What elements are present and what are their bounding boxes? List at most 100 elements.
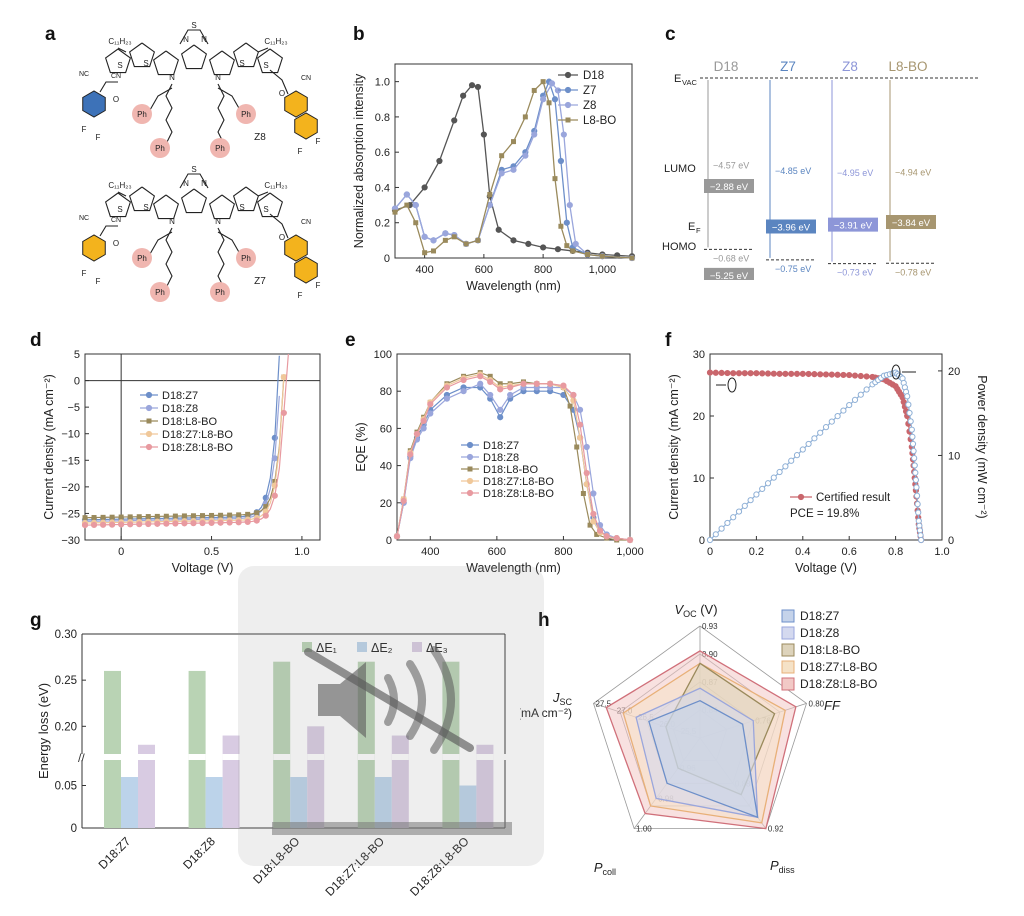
data-point <box>741 370 748 377</box>
n-atom: N <box>215 217 221 226</box>
legend-swatch <box>781 626 795 640</box>
bar-break <box>442 754 460 760</box>
lumo-value: −2.88 eV <box>710 182 749 193</box>
data-point <box>474 83 482 91</box>
f-atom: F <box>96 277 101 286</box>
s-atom: S <box>143 59 148 68</box>
legend-marker <box>145 391 153 399</box>
f-atom: F <box>298 147 303 156</box>
data-point <box>828 418 835 425</box>
ph-ball <box>236 104 256 124</box>
data-point <box>846 371 853 379</box>
data-point <box>724 519 731 527</box>
bar-D18:Z8-ΔE₂ <box>205 777 223 828</box>
panel-label-c: c <box>665 24 676 45</box>
y-tick-label: −10 <box>61 429 80 441</box>
data-point <box>913 484 920 491</box>
lumo-bar <box>704 179 754 193</box>
data-point <box>531 87 537 93</box>
legend-label: D18:L8-BO <box>162 416 217 428</box>
panel-label-b: b <box>353 24 365 45</box>
y2-tick-label: 0 <box>948 535 954 547</box>
data-point <box>127 514 133 520</box>
y-axis-label: Normalized absorption intensity <box>352 73 366 248</box>
data-point <box>905 401 912 408</box>
data-point <box>522 114 528 120</box>
homo-value: −5.25 eV <box>710 271 749 280</box>
data-point <box>788 370 795 377</box>
data-point <box>154 513 160 519</box>
data-point <box>759 485 766 492</box>
data-point <box>99 521 107 528</box>
data-point <box>487 378 494 386</box>
series-D18:Z8:L8-BO <box>81 353 289 529</box>
data-point <box>811 371 818 378</box>
radar-tick-label: 0.92 <box>768 825 784 834</box>
bar-break <box>391 754 409 760</box>
x-tick-label: 400 <box>421 546 439 558</box>
axis-indicator-right <box>891 364 901 380</box>
lumo-value: −3.84 eV <box>892 218 931 229</box>
data-point <box>463 241 469 247</box>
legend-label: Z7 <box>583 85 596 97</box>
y-axis-label: Current density (mA cm⁻²) <box>667 374 681 520</box>
bond <box>117 47 127 53</box>
y-tick-label: −20 <box>61 482 80 494</box>
bond <box>165 227 173 289</box>
data-point <box>753 370 760 377</box>
bond <box>217 87 241 111</box>
ph-label: Ph <box>137 110 147 119</box>
data-point <box>413 220 419 226</box>
data-point <box>712 531 719 538</box>
x-tick-label: D18:Z7 <box>96 834 134 872</box>
data-point <box>400 497 407 505</box>
bond <box>152 194 180 220</box>
cyano-label: CN <box>301 75 311 82</box>
data-point <box>846 401 853 409</box>
legend-swatch <box>781 609 795 623</box>
data-point <box>136 521 143 528</box>
x-tick-label: 0.8 <box>888 546 903 558</box>
bar-D18:Z7-ΔE₂ <box>121 777 138 828</box>
x-tick-label: 0.6 <box>842 546 857 558</box>
data-point <box>477 373 484 380</box>
ph-ball <box>150 138 170 158</box>
data-point <box>730 514 737 521</box>
ef-label: E <box>688 221 695 233</box>
y-tick-label: 30 <box>693 349 705 361</box>
ph-label: Ph <box>155 288 165 297</box>
n-atom: N <box>183 179 189 188</box>
legend-label: D18:Z8:L8-BO <box>483 488 554 500</box>
data-point <box>558 223 564 229</box>
data-point <box>451 234 457 240</box>
s-atom: S <box>191 21 196 30</box>
data-point <box>404 202 410 208</box>
legend-marker <box>466 441 474 449</box>
mute-icon[interactable] <box>300 640 490 760</box>
data-point <box>776 370 783 377</box>
bond <box>269 213 289 239</box>
data-point <box>913 492 921 499</box>
y-tick-label: 0 <box>74 376 80 388</box>
data-point <box>851 396 859 403</box>
axis-break <box>76 754 510 760</box>
video-progress-bar[interactable] <box>272 822 512 835</box>
data-point <box>585 251 591 257</box>
data-point <box>552 176 558 182</box>
bond <box>269 69 289 95</box>
data-point <box>487 373 493 379</box>
lumo-bar <box>886 215 936 229</box>
ph-label: Ph <box>215 144 225 153</box>
data-point <box>280 409 287 417</box>
radar-axis-label: Pcoll <box>594 860 616 877</box>
y-tick-label: 40 <box>380 461 392 473</box>
data-point <box>522 152 529 159</box>
data-point <box>430 237 437 244</box>
data-point <box>764 370 772 377</box>
data-point <box>181 513 187 519</box>
end-group-ring <box>294 112 318 140</box>
x-tick-label: 400 <box>415 264 433 276</box>
data-point <box>840 371 847 379</box>
